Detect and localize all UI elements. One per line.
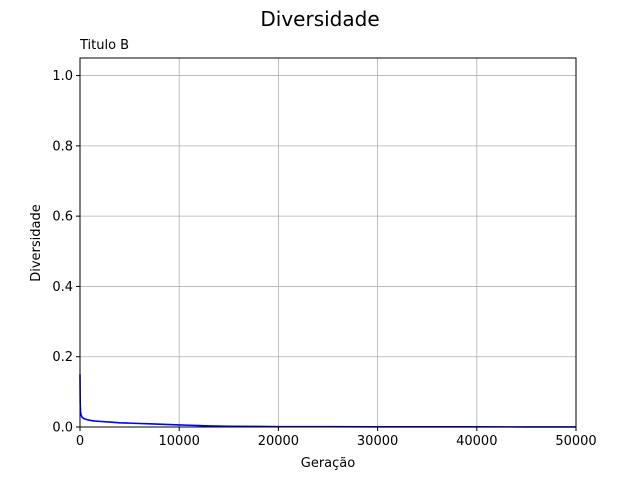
y-tick-label: 0.6 (52, 210, 73, 225)
x-tick-label: 30000 (357, 434, 398, 449)
x-tick-label: 20000 (258, 434, 299, 449)
series-line (79, 374, 576, 428)
x-axis-label: Geração (301, 456, 355, 471)
y-tick-label: 1.0 (52, 69, 73, 84)
y-tick-label: 0.0 (52, 421, 73, 436)
grid-layer (79, 58, 577, 428)
data-layer (79, 374, 576, 428)
y-axis-label: Diversidade (29, 204, 44, 282)
y-tick-label: 0.4 (52, 280, 73, 295)
x-tick-label: 40000 (456, 434, 497, 449)
x-tick-label: 50000 (555, 434, 596, 449)
x-tick-label: 0 (76, 434, 84, 449)
x-tick-label: 10000 (159, 434, 200, 449)
plot-frame (79, 57, 577, 428)
chart-suptitle: Diversidade (260, 7, 379, 31)
chart-title: Titulo B (79, 38, 129, 53)
y-tick-label: 0.2 (52, 350, 73, 365)
y-tick-label: 0.8 (52, 139, 73, 154)
axes-layer: 0 10000 20000 30000 40000 50000 0.0 0.2 0.4 0.6 0.… (52, 57, 597, 449)
